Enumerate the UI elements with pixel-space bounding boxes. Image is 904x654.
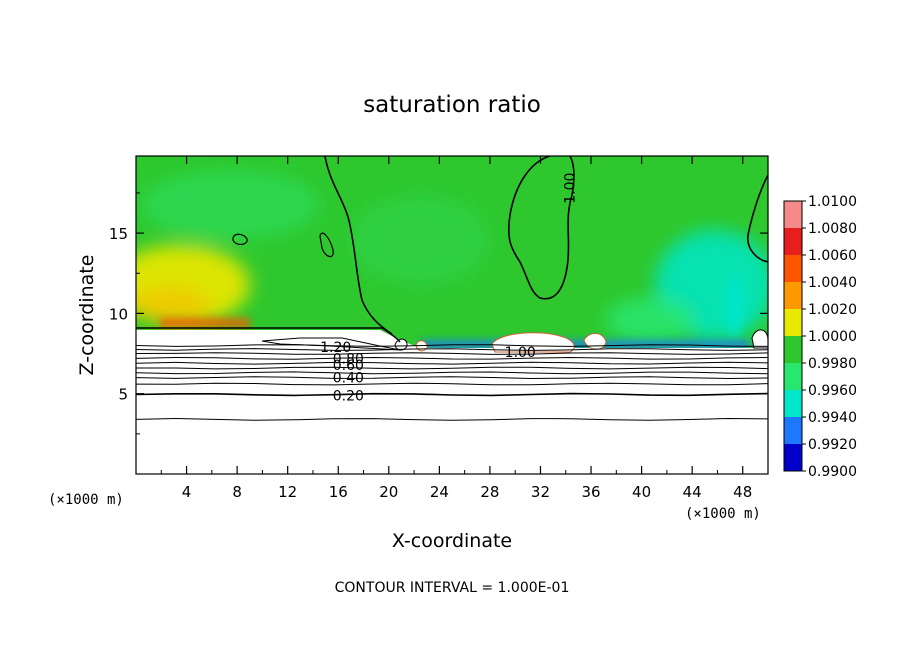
contour-layer-edge <box>136 327 401 343</box>
x-tick-label: 44 <box>683 483 702 501</box>
colorbar-segment <box>784 363 802 390</box>
pale-region-mid <box>350 195 490 285</box>
stratified-contour-line <box>136 352 768 355</box>
colorbar-label: 1.0080 <box>808 221 857 237</box>
colorbar-segment <box>784 444 802 471</box>
x-tick-label: 12 <box>278 483 297 501</box>
contour-label: 0.20 <box>333 388 364 404</box>
colorbar-label: 0.9920 <box>808 437 857 453</box>
colorbar-segment <box>784 282 802 309</box>
y-tick-label: 10 <box>109 305 128 323</box>
warm-band-edge <box>160 318 250 328</box>
contour-labels: 1.00 1.20 1.00 0.800.600.400.20 <box>320 173 578 405</box>
cloud-blob-1 <box>491 332 575 353</box>
x-axis-label: X-coordinate <box>392 530 512 552</box>
warm-region-left-core <box>136 287 210 323</box>
x-tick-label: 16 <box>329 483 348 501</box>
stratified-contour-line <box>136 392 768 397</box>
colorbar-label: 1.0100 <box>808 194 857 210</box>
cloud-blob-5 <box>751 329 768 349</box>
x-axis-ticks: 4 8 12 16 20 24 28 32 36 40 44 48 <box>160 156 752 501</box>
stratified-contour-line <box>136 376 768 380</box>
stratified-contour-line <box>136 356 768 360</box>
cool-region-right-2 <box>605 298 695 342</box>
pale-region-top <box>140 170 320 240</box>
x-tick-label: 4 <box>182 483 192 501</box>
y-axis-ticks: 5 10 15 <box>109 192 768 435</box>
y-tick-label: 15 <box>109 225 128 243</box>
colorbar-segment <box>784 390 802 417</box>
colorbar-label: 0.9940 <box>808 410 857 426</box>
stratified-contour-line <box>136 417 768 421</box>
cool-band-base <box>420 340 750 350</box>
colorbar-segment <box>784 417 802 444</box>
stratified-contour-line <box>136 344 768 347</box>
plot-frame <box>135 155 769 475</box>
x-unit-left: (×1000 m) <box>48 492 124 508</box>
chart-title: saturation ratio <box>363 92 541 118</box>
x-tick-label: 20 <box>379 483 398 501</box>
x-tick-label: 8 <box>232 483 242 501</box>
x-tick-label: 32 <box>531 483 550 501</box>
stratified-contour-line <box>136 382 768 386</box>
cloud-blob-3 <box>394 338 408 351</box>
colorbar-segment <box>784 255 802 282</box>
cloud-layer-white <box>136 330 768 474</box>
contour-loop-1 <box>232 233 248 245</box>
x-tick-label: 24 <box>430 483 449 501</box>
contour-interval-note: CONTOUR INTERVAL = 1.000E-01 <box>335 580 570 596</box>
colorbar-label: 0.9900 <box>808 464 857 480</box>
x-unit-right: (×1000 m) <box>685 506 761 522</box>
contour-label: 0.80 <box>333 351 364 367</box>
stratified-contour-line <box>136 366 768 370</box>
colorbar: 1.0100 1.0080 1.0060 1.0040 1.0020 1.0000 0.99… <box>783 194 857 480</box>
contour-label: 0.40 <box>333 371 364 387</box>
plot-area: 1.001.20 1.000.800.600.400.20 4 8 12 16 20 24 2… <box>109 155 769 501</box>
colorbar-label: 0.9960 <box>808 383 857 399</box>
contour-label: 0.60 <box>333 358 364 374</box>
stratified-contour-line <box>136 348 768 351</box>
x-tick-label: 48 <box>733 483 752 501</box>
stratified-contour-line <box>136 361 768 365</box>
y-axis-label: Z-coordinate <box>76 255 98 376</box>
colorbar-label: 1.0020 <box>808 302 857 318</box>
x-tick-label: 36 <box>581 483 600 501</box>
colorbar-segment <box>784 309 802 336</box>
contour-label: 1.00 <box>563 173 579 204</box>
colorbar-label: 1.0060 <box>808 248 857 264</box>
colorbar-segment <box>784 201 802 228</box>
contour-line-left <box>324 156 393 335</box>
cool-streak <box>725 275 745 335</box>
stratified-contour-line <box>136 371 768 375</box>
contour-loop-2 <box>319 232 334 258</box>
contour-line-mid <box>507 156 575 300</box>
heatmap-field <box>136 156 768 474</box>
contour-label: 1.20 <box>320 340 351 356</box>
x-tick-label: 40 <box>632 483 651 501</box>
y-tick-label: 5 <box>118 386 128 404</box>
contour-label: 1.00 <box>505 345 536 361</box>
x-tick-label: 28 <box>480 483 499 501</box>
colorbar-segment <box>784 228 802 255</box>
colorbar-label: 1.0040 <box>808 275 857 291</box>
contour-line-right <box>747 174 768 263</box>
stratified-contours <box>136 344 768 421</box>
colorbar-label: 0.9980 <box>808 356 857 372</box>
colorbar-segment <box>784 336 802 363</box>
colorbar-label: 1.0000 <box>808 329 857 345</box>
